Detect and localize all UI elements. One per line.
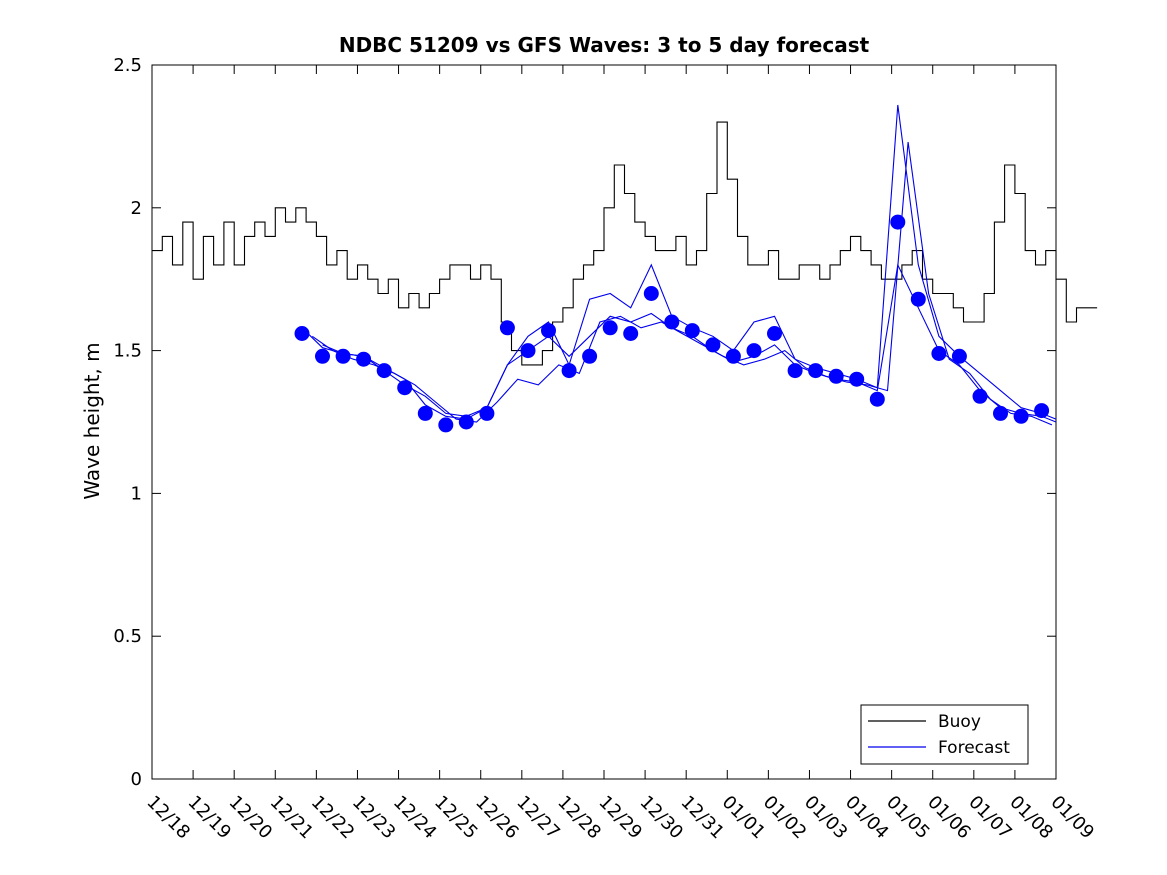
- forecast-point: [602, 320, 618, 336]
- forecast-point: [828, 368, 844, 384]
- forecast-point: [479, 405, 495, 421]
- forecast-point: [561, 363, 577, 379]
- y-tick-label: 1.5: [113, 341, 142, 362]
- forecast-point: [664, 314, 680, 330]
- y-tick-label: 0.5: [113, 626, 142, 647]
- forecast-point: [438, 417, 454, 433]
- forecast-point: [335, 348, 351, 364]
- forecast-point: [705, 337, 721, 353]
- forecast-point: [643, 286, 659, 301]
- forecast-point: [376, 363, 392, 379]
- buoy-series-line: [152, 121, 1098, 366]
- y-tick-label: 2: [131, 198, 142, 219]
- legend: Buoy Forecast: [860, 704, 1029, 765]
- series-layer: [152, 104, 1098, 433]
- forecast-point: [356, 351, 372, 367]
- y-axis-label: Wave height, m: [80, 342, 104, 499]
- forecast-series-line-4day: [311, 142, 1053, 426]
- forecast-point: [931, 346, 947, 361]
- legend-label-buoy: Buoy: [938, 712, 981, 732]
- forecast-point: [849, 371, 865, 387]
- forecast-point: [972, 388, 988, 404]
- forecast-point: [417, 405, 433, 421]
- forecast-point: [499, 320, 515, 336]
- forecast-point: [623, 326, 639, 341]
- legend-box: [860, 704, 1029, 765]
- chart-title: NDBC 51209 vs GFS Waves: 3 to 5 day fore…: [339, 33, 870, 57]
- forecast-point: [993, 405, 1008, 421]
- forecast-point: [746, 343, 762, 359]
- y-tick-label: 0: [131, 769, 142, 790]
- forecast-point: [910, 291, 926, 307]
- forecast-point: [890, 214, 906, 230]
- forecast-point: [520, 343, 536, 359]
- forecast-point: [294, 326, 310, 341]
- forecast-point: [397, 380, 413, 396]
- y-tick-label: 1: [131, 483, 142, 504]
- forecast-point: [951, 348, 967, 364]
- forecast-point: [458, 414, 474, 430]
- forecast-point: [869, 391, 885, 407]
- forecast-point: [684, 323, 700, 339]
- y-tick-label: 2.5: [113, 55, 142, 76]
- forecast-point: [582, 348, 598, 364]
- forecast-point: [787, 363, 803, 379]
- forecast-point: [1034, 403, 1050, 419]
- forecast-point: [541, 323, 556, 339]
- forecast-point: [1013, 408, 1029, 424]
- forecast-point: [808, 363, 824, 379]
- forecast-point: [767, 326, 782, 341]
- forecast-point: [315, 348, 330, 364]
- legend-label-forecast: Forecast: [938, 738, 1010, 758]
- forecast-point: [725, 348, 741, 364]
